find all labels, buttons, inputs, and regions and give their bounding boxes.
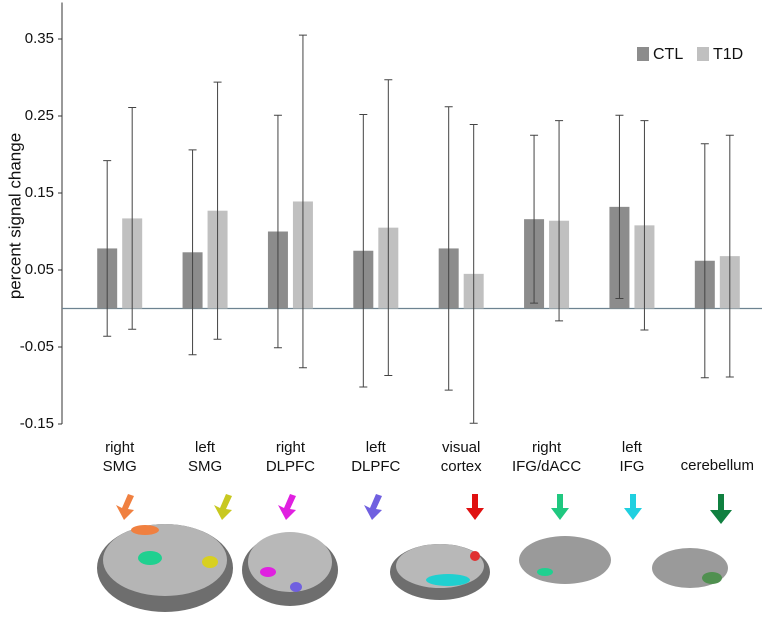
y-tick-label: 0.35: [25, 30, 54, 47]
error-bar: [700, 143, 709, 379]
error-bar: [128, 107, 137, 330]
error-bar: [555, 120, 564, 322]
error-bar: [298, 34, 307, 369]
legend-label: CTL: [653, 46, 683, 63]
legend-swatch: [697, 47, 709, 61]
x-tick-label: right DLPFC: [266, 439, 315, 475]
y-tick-label: -0.05: [20, 338, 54, 355]
legend-label: T1D: [713, 46, 743, 63]
error-bar: [530, 134, 539, 304]
y-tick-label: -0.15: [20, 415, 54, 432]
error-bar: [384, 79, 393, 376]
y-tick-label: 0.15: [25, 184, 54, 201]
error-bar: [725, 134, 734, 378]
x-tick-label: left SMG: [188, 439, 222, 475]
error-bar: [188, 149, 197, 356]
x-tick-label: left DLPFC: [351, 439, 400, 475]
y-axis-label: percent signal change: [5, 133, 24, 299]
error-bar: [213, 81, 222, 340]
x-tick-label: right IFG/dACC: [512, 439, 581, 475]
error-bar: [444, 106, 453, 391]
x-tick-label: cerebellum: [681, 457, 754, 474]
x-tick-label: right SMG: [103, 439, 137, 475]
error-bar: [103, 160, 112, 337]
error-bar: [273, 114, 282, 349]
brain-images: [97, 524, 728, 612]
error-bar: [615, 114, 624, 299]
x-tick-label: visual cortex: [441, 439, 482, 475]
error-bar: [640, 120, 649, 331]
x-tick-label: left IFG: [619, 439, 644, 475]
legend-swatch: [637, 47, 649, 61]
y-tick-label: 0.25: [25, 107, 54, 124]
error-bar: [469, 123, 478, 424]
region-arrows: [116, 494, 732, 524]
y-tick-label: 0.05: [25, 261, 54, 278]
error-bar: [359, 113, 368, 388]
